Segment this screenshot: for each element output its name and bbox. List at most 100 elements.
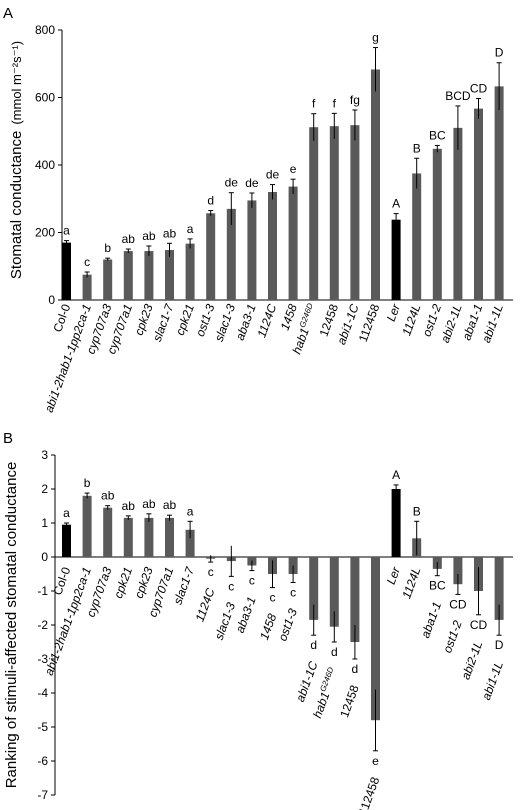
significance-label: ab bbox=[142, 497, 156, 511]
significance-label: CD bbox=[470, 618, 488, 632]
bar-16 bbox=[371, 69, 380, 300]
bar-8 bbox=[206, 213, 216, 300]
y-tick-label: -1 bbox=[37, 584, 48, 598]
category-label: aba3-1 bbox=[233, 595, 259, 635]
bar-3 bbox=[103, 259, 113, 300]
bar-17 bbox=[391, 219, 401, 300]
significance-label: a bbox=[63, 506, 70, 520]
bar-19 bbox=[432, 148, 442, 300]
bar-4 bbox=[123, 251, 133, 300]
significance-label: CD bbox=[449, 597, 467, 611]
significance-label: a bbox=[187, 222, 194, 236]
category-label: Ler bbox=[384, 301, 403, 323]
significance-label: BCD bbox=[445, 89, 471, 103]
bar-14 bbox=[329, 557, 339, 627]
significance-label: e bbox=[372, 754, 379, 768]
y-tick-label: 200 bbox=[35, 226, 55, 240]
bar-1 bbox=[62, 242, 71, 300]
bar-21 bbox=[474, 108, 483, 300]
significance-label: ab bbox=[163, 498, 177, 512]
significance-label: a bbox=[187, 504, 194, 518]
y-axis-label: Ranking of stimuli-affected stomatal con… bbox=[3, 462, 20, 789]
significance-label: d bbox=[207, 194, 214, 208]
significance-label: ab bbox=[122, 232, 136, 246]
significance-label: c bbox=[208, 565, 214, 579]
bar-18 bbox=[412, 173, 422, 300]
chart-panel-A: A 0 200 400 600 800 Stomatal conductance(mmol … bbox=[3, 5, 514, 414]
y-tick-label: 0 bbox=[48, 293, 55, 307]
significance-label: B bbox=[413, 504, 421, 518]
y-tick-label: -7 bbox=[37, 788, 48, 802]
significance-label: B bbox=[413, 141, 421, 155]
bar-12 bbox=[288, 186, 298, 300]
category-label: 112458 bbox=[356, 775, 383, 810]
category-label: 1124L bbox=[399, 565, 423, 600]
category-label: Ler bbox=[384, 564, 403, 586]
y-tick-label: -4 bbox=[37, 686, 48, 700]
y-tick-label: 2 bbox=[41, 482, 48, 496]
y-tick-label: -3 bbox=[37, 652, 48, 666]
significance-label: BC bbox=[429, 128, 446, 142]
bar-3 bbox=[103, 507, 113, 557]
significance-label: g bbox=[372, 31, 379, 45]
bar-7 bbox=[185, 529, 195, 557]
significance-label: ab bbox=[101, 489, 115, 503]
significance-label: A bbox=[392, 468, 400, 482]
significance-label: A bbox=[392, 197, 400, 211]
category-label: 1124C bbox=[193, 586, 218, 623]
y-tick-label: 3 bbox=[41, 448, 48, 462]
significance-label: D bbox=[495, 46, 504, 60]
bar-2 bbox=[82, 495, 92, 557]
bar-16 bbox=[371, 557, 380, 721]
chart-panel-B: B 3 2 1 0 -1 -2 -3 -4 -5 -6 -7 Ranking of stimuli-af… bbox=[3, 430, 514, 810]
y-tick-label: 800 bbox=[35, 23, 55, 37]
y-tick-label: 600 bbox=[35, 91, 55, 105]
significance-label: c bbox=[249, 574, 255, 588]
significance-label: ab bbox=[122, 499, 136, 513]
bar-22 bbox=[494, 557, 504, 620]
significance-label: c bbox=[228, 579, 234, 593]
y-axis-label: Stomatal conductance(mmol m⁻²s⁻¹) bbox=[8, 41, 25, 279]
significance-label: b bbox=[104, 241, 111, 255]
significance-label: f bbox=[333, 96, 337, 110]
category-label: ost1-3 bbox=[275, 606, 300, 642]
bar-2 bbox=[82, 274, 92, 300]
significance-label: de bbox=[266, 168, 280, 182]
significance-label: a bbox=[63, 224, 70, 238]
significance-label: BC bbox=[429, 579, 446, 593]
category-label: ost1-2 bbox=[440, 618, 465, 654]
bar-22 bbox=[494, 86, 504, 300]
category-label: abi1-1L bbox=[479, 659, 506, 701]
y-tick-label: -2 bbox=[37, 618, 48, 632]
significance-label: d bbox=[352, 662, 359, 676]
significance-label: b bbox=[84, 476, 91, 490]
bar-20 bbox=[453, 557, 463, 585]
y-tick-label: 400 bbox=[35, 158, 55, 172]
significance-label: de bbox=[245, 176, 259, 190]
category-label: 12458 bbox=[337, 683, 362, 719]
bar-13 bbox=[309, 557, 319, 620]
bar-9 bbox=[226, 208, 236, 300]
significance-label: d bbox=[310, 638, 317, 652]
y-tick-label: 0 bbox=[41, 550, 48, 564]
significance-label: c bbox=[84, 255, 90, 269]
bar-10 bbox=[247, 200, 257, 300]
bar-5 bbox=[144, 251, 154, 300]
category-label: abi2-1L bbox=[458, 639, 485, 681]
bar-11 bbox=[268, 192, 277, 300]
bar-15 bbox=[350, 557, 360, 642]
bar-6 bbox=[165, 250, 174, 300]
category-label: aba1-1 bbox=[418, 600, 444, 640]
category-label: slac1-3 bbox=[212, 600, 238, 641]
bar-17 bbox=[391, 489, 401, 557]
bar-15 bbox=[350, 125, 360, 300]
significance-label: f bbox=[312, 97, 316, 111]
y-tick-label: -6 bbox=[37, 754, 48, 768]
bar-4 bbox=[123, 517, 133, 557]
bar-14 bbox=[329, 126, 339, 300]
bar-5 bbox=[144, 517, 154, 557]
bar-13 bbox=[309, 127, 319, 300]
panel-label: A bbox=[3, 5, 13, 22]
significance-label: c bbox=[270, 591, 276, 605]
